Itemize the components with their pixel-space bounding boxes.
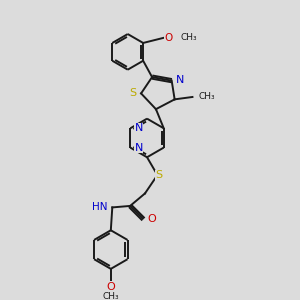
Text: CH₃: CH₃ [103, 292, 119, 300]
Text: CH₃: CH₃ [199, 92, 216, 101]
Text: S: S [155, 170, 163, 180]
Text: O: O [148, 214, 156, 224]
Text: N: N [176, 75, 184, 85]
Text: N: N [134, 142, 143, 153]
Text: HN: HN [92, 202, 107, 212]
Text: O: O [106, 282, 115, 292]
Text: CH₃: CH₃ [181, 33, 197, 42]
Text: N: N [134, 123, 143, 133]
Text: S: S [130, 88, 136, 98]
Text: O: O [165, 33, 173, 43]
